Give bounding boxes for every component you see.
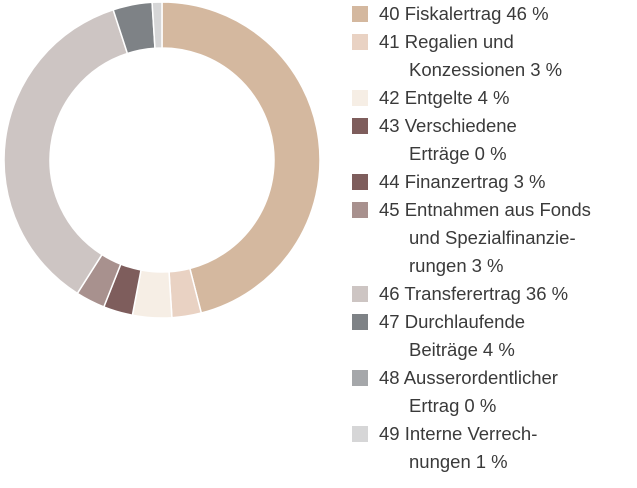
legend-item: 41 Regalien und Konzessionen 3 % [352, 28, 637, 84]
legend-label: 43 Verschiedene Erträge [379, 115, 517, 164]
legend-label: 48 Ausserordentlicher Ertrag [379, 367, 558, 416]
legend-value: 3 % [530, 59, 563, 80]
legend-swatch [352, 34, 368, 50]
legend: 40 Fiskalertrag 46 % 41 Regalien und Konze… [352, 0, 637, 476]
legend-value: 0 % [474, 143, 507, 164]
legend-text: 42 Entgelte 4 % [379, 84, 637, 112]
legend-swatch [352, 314, 368, 330]
legend-item: 40 Fiskalertrag 46 % [352, 0, 637, 28]
legend-swatch [352, 6, 368, 22]
legend-value: 3 % [471, 255, 504, 276]
donut-segment [3, 8, 129, 295]
legend-swatch [352, 286, 368, 302]
legend-label: 45 Entnahmen aus Fonds und Spezialfinanz… [379, 199, 591, 276]
legend-text: 49 Interne Verrech- nungen 1 % [379, 420, 637, 476]
legend-label: 42 Entgelte [379, 87, 473, 108]
legend-item: 42 Entgelte 4 % [352, 84, 637, 112]
legend-value: 4 % [477, 87, 510, 108]
legend-label: 46 Transferertrag [379, 283, 521, 304]
legend-swatch [352, 90, 368, 106]
legend-text: 46 Transferertrag 36 % [379, 280, 637, 308]
legend-swatch [352, 370, 368, 386]
legend-value: 36 % [525, 283, 569, 304]
legend-text: 48 Ausserordentlicher Ertrag 0 % [379, 364, 637, 420]
legend-item: 48 Ausserordentlicher Ertrag 0 % [352, 364, 637, 420]
legend-label: 47 Durchlaufende Beiträge [379, 311, 526, 360]
donut-segment [161, 1, 321, 314]
legend-label: 49 Interne Verrech- nungen [379, 423, 538, 472]
legend-value: 0 % [464, 395, 497, 416]
legend-text: 44 Finanzertrag 3 % [379, 168, 637, 196]
legend-swatch [352, 174, 368, 190]
legend-item: 49 Interne Verrech- nungen 1 % [352, 420, 637, 476]
legend-item: 43 Verschiedene Erträge 0 % [352, 112, 637, 168]
legend-label: 44 Finanzertrag [379, 171, 509, 192]
legend-value: 46 % [506, 3, 549, 24]
legend-value: 3 % [513, 171, 546, 192]
legend-text: 43 Verschiedene Erträge 0 % [379, 112, 637, 168]
legend-item: 44 Finanzertrag 3 % [352, 168, 637, 196]
legend-label: 41 Regalien und Konzessionen [379, 31, 526, 80]
legend-text: 47 Durchlaufende Beiträge 4 % [379, 308, 637, 364]
legend-swatch [352, 202, 368, 218]
legend-swatch [352, 118, 368, 134]
donut-segment [151, 1, 163, 50]
legend-item: 45 Entnahmen aus Fonds und Spezialfinanz… [352, 196, 637, 280]
legend-value: 4 % [482, 339, 515, 360]
legend-swatch [352, 426, 368, 442]
legend-label: 40 Fiskalertrag [379, 3, 502, 24]
legend-text: 45 Entnahmen aus Fonds und Spezialfinanz… [379, 196, 637, 280]
legend-value: 1 % [475, 451, 508, 472]
legend-text: 41 Regalien und Konzessionen 3 % [379, 28, 637, 84]
donut-chart [3, 1, 321, 319]
legend-text: 40 Fiskalertrag 46 % [379, 0, 637, 28]
legend-item: 47 Durchlaufende Beiträge 4 % [352, 308, 637, 364]
legend-item: 46 Transferertrag 36 % [352, 280, 637, 308]
